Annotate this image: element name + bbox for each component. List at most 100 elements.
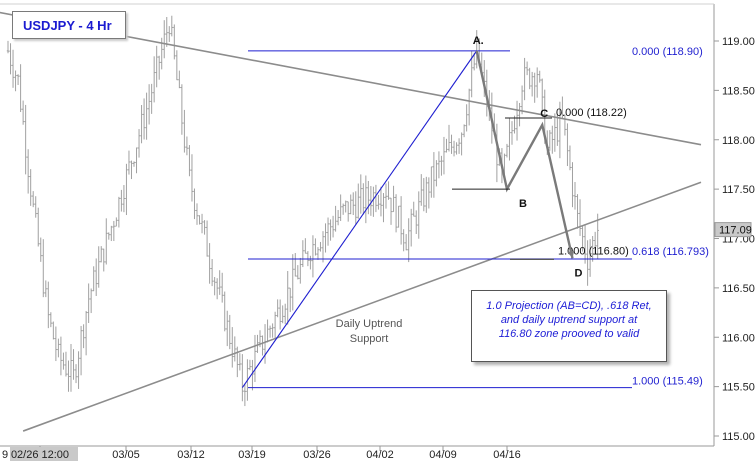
price-bar [548,130,551,151]
price-bar [563,114,567,136]
price-bar [79,325,83,376]
price-bar [508,118,511,161]
price-bar [475,30,478,69]
price-bar [140,105,143,144]
price-bar [447,124,451,152]
price-bar [530,71,534,97]
pattern-label-c: C [540,108,548,120]
price-bar [32,191,35,208]
price-bar [525,61,529,76]
price-bar [195,203,199,225]
price-bar [430,166,433,198]
fib-extension-line [241,50,478,388]
price-bar [336,209,340,226]
x-tick-label: 04/02 [366,449,394,461]
y-tick-label: 116.50 [722,283,755,295]
price-bar [256,334,259,353]
price-bar [417,191,420,239]
y-tick-label: 115.00 [722,431,755,443]
price-bar [284,303,287,325]
overlay-lines [0,11,702,432]
price-bar [26,149,30,194]
price-bar [392,185,395,213]
price-bar [125,163,128,216]
x-tick-label: 03/12 [177,449,205,461]
price-bar [233,336,236,362]
current-price-marker: 117.09 [714,222,752,238]
price-bar [369,185,373,216]
price-bar [137,129,141,158]
pattern-label-d: D [574,267,582,279]
price-bar [226,310,229,347]
price-bar [34,196,37,218]
price-bar [367,180,370,215]
price-bar [236,346,239,378]
price-bar [372,186,375,217]
price-bar [16,74,20,86]
price-bar [291,254,294,311]
d-arrowhead [567,250,575,259]
price-bar [185,136,189,156]
price-bar [266,319,269,343]
price-bar [188,145,191,177]
price-bar [89,288,93,314]
price-bar [273,311,277,339]
price-bar [568,145,572,171]
price-bar [19,64,22,113]
price-bar [289,287,292,313]
fib-level-labels: 0.000 (118.90) 0.000 (118.22) 1.000 (116.8… [556,46,709,388]
price-bar [105,218,108,265]
price-bar [588,239,592,277]
price-bar [253,334,257,382]
price-bar [74,364,78,384]
price-bar [311,235,315,278]
price-bar [384,183,388,209]
price-bar [407,218,410,263]
price-bar [163,20,166,59]
price-bar [349,194,352,215]
x-axis-ticks: 9 02/26 12:00 03/05 03/12 03/19 03/26 04/02 04/… [2,446,521,461]
axes [0,3,715,447]
y-axis-ticks: 119.00118.50118.00117.50117.00116.50116.… [714,36,755,443]
price-bar [228,314,231,350]
level-label-115-49: 1.000 (115.49) [632,376,703,388]
support-label-line-2: Support [350,333,389,345]
price-bar [193,188,196,220]
price-bar [64,351,68,377]
price-bar [107,232,110,240]
price-bar [402,229,405,252]
price-bar [538,70,541,83]
price-bar [362,183,365,215]
price-bar [57,338,60,358]
price-bar [299,257,302,284]
price-bar [410,208,413,247]
price-bar [213,277,216,296]
price-bar [218,270,221,295]
price-bar [382,193,385,223]
price-bar [561,96,564,119]
price-bar [84,310,88,356]
price-bar [263,324,267,364]
price-bar [147,84,151,125]
note-line-3: 116.80 zone prooved to valid [498,328,640,340]
price-bar [404,234,408,251]
price-bar [591,236,594,262]
price-bar [440,155,443,176]
price-bar [558,101,562,159]
price-bar [462,124,466,138]
price-bar [39,237,42,262]
price-bar [465,104,468,132]
price-bar [334,205,337,232]
price-bar [364,175,368,224]
price-bar [316,247,320,260]
price-bar [460,132,463,156]
price-bar [505,143,509,158]
price-bar [92,266,95,292]
price-bar [198,215,201,225]
price-bar [520,85,524,115]
price-bar [578,199,582,236]
price-bar [178,70,181,89]
price-bar [110,225,113,242]
price-bar [102,248,105,272]
